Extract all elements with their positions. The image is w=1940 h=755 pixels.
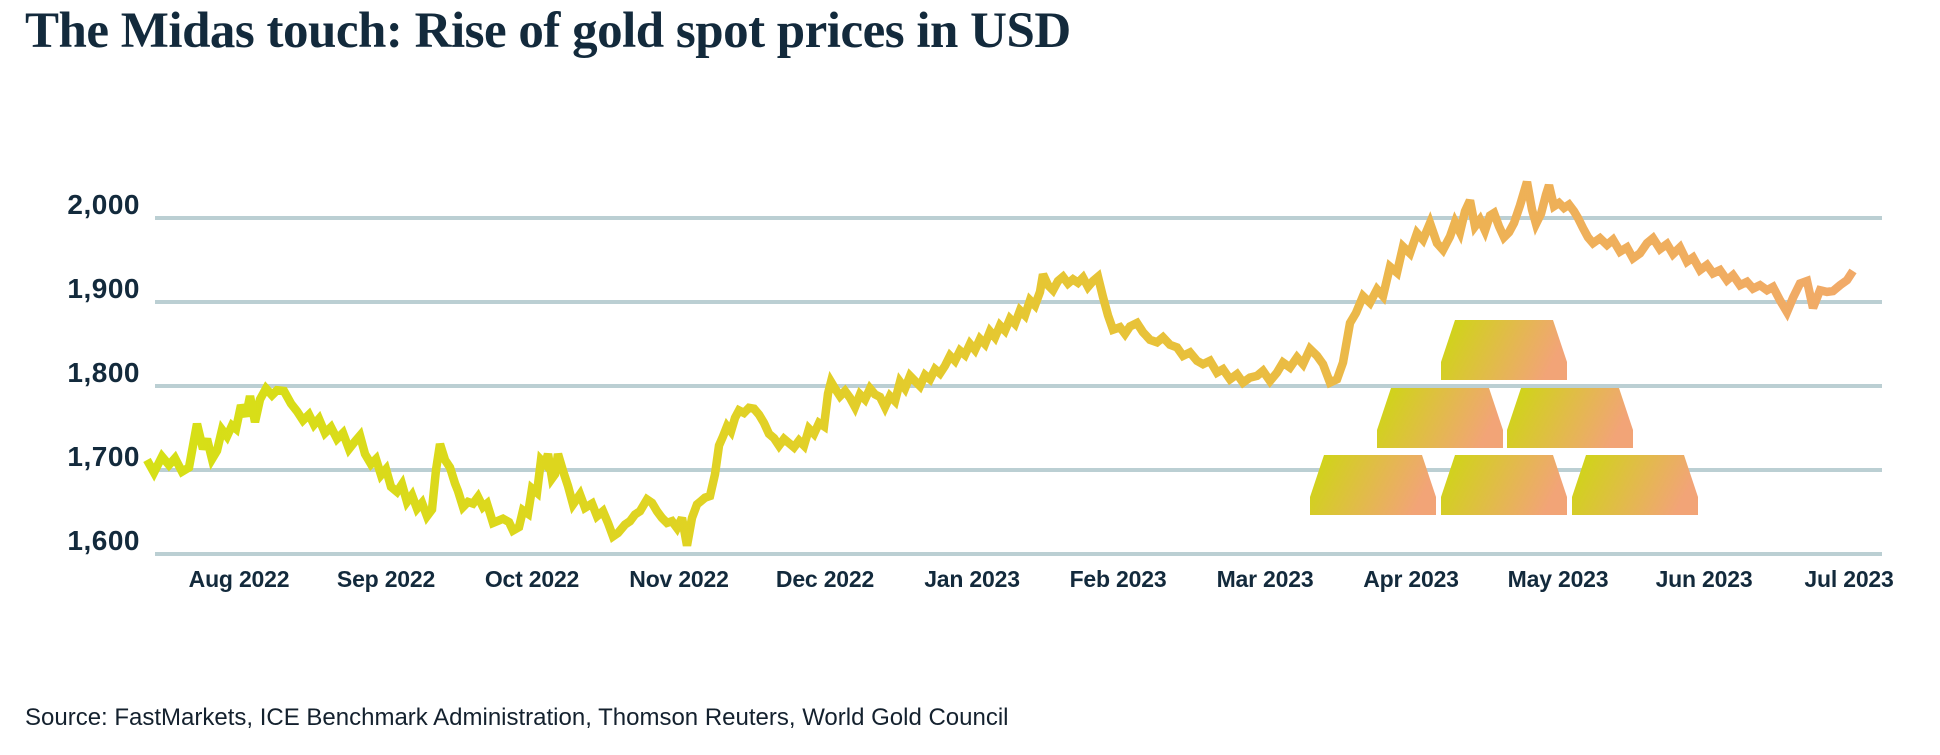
x-tick-label: Dec 2022 (775, 566, 875, 592)
y-tick-label: 1,600 (67, 525, 140, 556)
x-tick-label: Nov 2022 (629, 566, 729, 592)
y-tick-label: 1,900 (67, 273, 140, 304)
gold-bar-icon (1310, 455, 1436, 515)
x-tick-label: Jun 2023 (1655, 566, 1753, 592)
gold-price-polyline (143, 180, 1857, 547)
x-tick-label: Mar 2023 (1216, 566, 1314, 592)
gold-bar-icon (1377, 388, 1503, 448)
x-tick-label: Feb 2023 (1069, 566, 1167, 592)
x-tick-label: Aug 2022 (188, 566, 290, 592)
gold-ingot-pyramid-icon (1310, 320, 1698, 515)
page-title: The Midas touch: Rise of gold spot price… (25, 3, 1071, 59)
y-tick-label: 1,800 (67, 357, 140, 388)
x-tick-label: May 2023 (1507, 566, 1609, 592)
gold-bar-icon (1441, 320, 1567, 380)
x-tick-label: Apr 2023 (1363, 566, 1459, 592)
source-note: Source: FastMarkets, ICE Benchmark Admin… (25, 704, 1009, 731)
gold-bar-icon (1441, 455, 1567, 515)
price-line-series (143, 180, 1857, 547)
gold-bar-icon (1507, 388, 1633, 448)
y-tick-label: 1,700 (67, 441, 140, 472)
x-tick-label: Oct 2022 (484, 566, 580, 592)
x-tick-label: Jul 2023 (1804, 566, 1894, 592)
x-tick-label: Jan 2023 (924, 566, 1020, 592)
gold-bar-icon (1572, 455, 1698, 515)
y-tick-label: 2,000 (67, 189, 140, 220)
gridlines (155, 216, 1882, 556)
x-tick-label: Sep 2022 (336, 566, 436, 592)
